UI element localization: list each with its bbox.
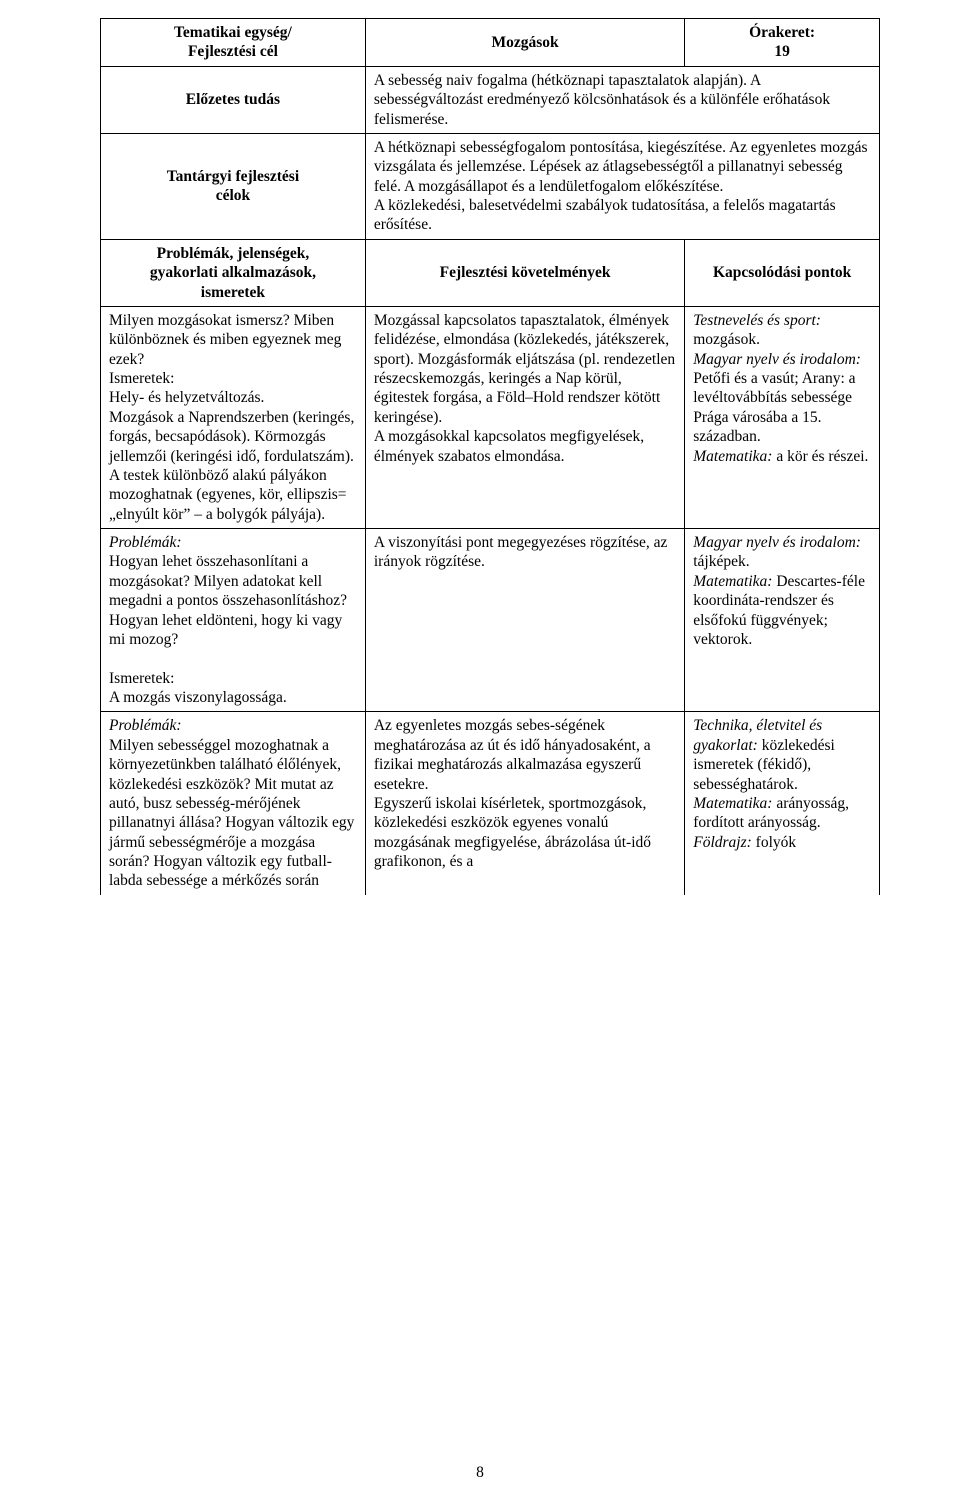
goals-label: Tantárgyi fejlesztési célok — [167, 168, 299, 204]
row2-col1-it: Problémák: — [109, 534, 182, 551]
row1-col1: Milyen mozgásokat ismersz? Miben különbö… — [101, 306, 366, 528]
row3-col1-it: Problémák: — [109, 717, 182, 734]
row1-col3-it1: Testnevelés és sport: — [693, 312, 821, 329]
row3-col1-text: Milyen sebességgel mozoghatnak a környez… — [109, 737, 354, 890]
row2-col2: A viszonyítási pont megegyezéses rögzíté… — [365, 529, 684, 712]
row3-col1: Problémák: Milyen sebességgel mozoghatna… — [101, 712, 366, 895]
row1-col3-it2: Magyar nyelv és irodalom: — [693, 351, 861, 368]
topic-cell: Mozgások — [365, 19, 684, 67]
row1-col2: Mozgással kapcsolatos tapasztalatok, élm… — [365, 306, 684, 528]
topic-title: Mozgások — [491, 34, 558, 51]
requirements-header: Fejlesztési követelmények — [440, 264, 611, 281]
links-header-cell: Kapcsolódási pontok — [685, 239, 880, 306]
page: Tematikai egység/ Fejlesztési cél Mozgás… — [0, 0, 960, 1496]
row1-col3-t3: a kör és részei. — [772, 448, 868, 465]
row2-col3-t1: tájképek. — [693, 553, 749, 570]
row2-col3-it1: Magyar nyelv és irodalom: — [693, 534, 861, 551]
row3-col3-t3: folyók — [752, 834, 796, 851]
prior-label-cell: Előzetes tudás — [101, 66, 366, 133]
row2-col3-it2: Matematika: — [693, 573, 772, 590]
row1-col1-text: Milyen mozgásokat ismersz? Miben különbö… — [109, 312, 354, 523]
row3-col2-text: Az egyenletes mozgás sebes-ségének megha… — [374, 717, 651, 870]
row3-col2: Az egyenletes mozgás sebes-ségének megha… — [365, 712, 684, 895]
row1-col3-t2: Petőfi és a vasút; Arany: a levéltovábbí… — [693, 370, 855, 445]
row2-col1: Problémák: Hogyan lehet összehasonlítani… — [101, 529, 366, 712]
prior-text-cell: A sebesség naiv fogalma (hétköznapi tapa… — [365, 66, 879, 133]
row1-col3: Testnevelés és sport: mozgások. Magyar n… — [685, 306, 880, 528]
prior-label: Előzetes tudás — [186, 91, 280, 108]
hours-value: 19 — [774, 43, 790, 60]
goals-text: A hétköznapi sebességfogalom pontosítása… — [374, 139, 868, 234]
goals-text-cell: A hétköznapi sebességfogalom pontosítása… — [365, 133, 879, 239]
row2-col2-text: A viszonyítási pont megegyezéses rögzíté… — [374, 534, 668, 570]
row2-col1-text: Hogyan lehet összehasonlítani a mozgások… — [109, 553, 347, 706]
row3-col3-it2: Matematika: — [693, 795, 772, 812]
curriculum-table: Tematikai egység/ Fejlesztési cél Mozgás… — [100, 18, 880, 895]
row1-col3-t1: mozgások. — [693, 331, 760, 348]
hours-label: Órakeret: — [749, 24, 815, 41]
row1-col3-it3: Matematika: — [693, 448, 772, 465]
row3-col3: Technika, életvitel és gyakorlat: közlek… — [685, 712, 880, 895]
row2-col3: Magyar nyelv és irodalom: tájképek. Mate… — [685, 529, 880, 712]
links-header: Kapcsolódási pontok — [713, 264, 851, 281]
requirements-header-cell: Fejlesztési követelmények — [365, 239, 684, 306]
page-number: 8 — [0, 1463, 960, 1482]
row3-col3-it3: Földrajz: — [693, 834, 752, 851]
unit-label-cell: Tematikai egység/ Fejlesztési cél — [101, 19, 366, 67]
goals-label-cell: Tantárgyi fejlesztési célok — [101, 133, 366, 239]
problems-header: Problémák, jelenségek, gyakorlati alkalm… — [150, 245, 316, 301]
prior-text: A sebesség naiv fogalma (hétköznapi tapa… — [374, 72, 830, 128]
unit-label: Tematikai egység/ Fejlesztési cél — [174, 24, 292, 60]
row1-col2-text: Mozgással kapcsolatos tapasztalatok, élm… — [374, 312, 675, 465]
hours-cell: Órakeret: 19 — [685, 19, 880, 67]
problems-header-cell: Problémák, jelenségek, gyakorlati alkalm… — [101, 239, 366, 306]
